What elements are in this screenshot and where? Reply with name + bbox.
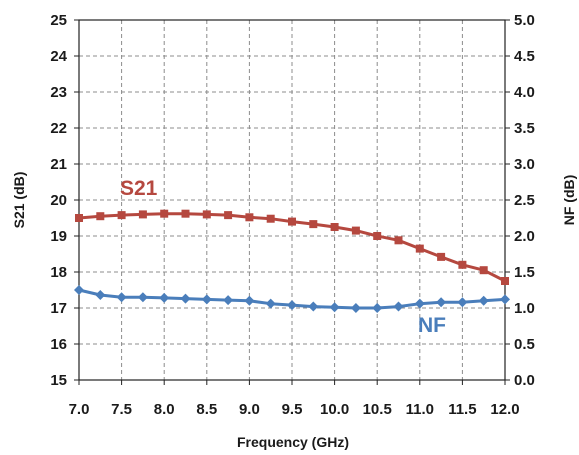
y-left-tick-label: 20 — [50, 192, 67, 209]
data-point-nf — [74, 285, 84, 295]
data-point-s21 — [309, 220, 318, 229]
y-left-tick-label: 16 — [50, 336, 67, 353]
data-point-s21 — [202, 210, 211, 219]
data-point-nf — [500, 294, 510, 305]
y-right-tick-label: 1.0 — [514, 300, 535, 317]
data-point-nf — [265, 298, 276, 309]
data-point-s21 — [394, 236, 403, 245]
data-point-nf — [180, 293, 191, 304]
y-left-tick-label: 17 — [50, 300, 67, 317]
x-tick-label: 10.5 — [363, 401, 392, 418]
data-point-nf — [436, 297, 447, 308]
y-axis-left-label: S21 (dB) — [11, 172, 27, 229]
data-point-nf — [95, 290, 106, 301]
x-tick-label: 11.5 — [448, 401, 476, 418]
data-point-nf — [159, 292, 170, 303]
x-tick-label: 8.5 — [196, 401, 217, 418]
data-point-s21 — [266, 214, 275, 223]
series-label-s21: S21 — [120, 177, 158, 200]
data-point-s21 — [351, 226, 360, 235]
data-point-nf — [223, 295, 234, 306]
plot-area — [74, 209, 510, 313]
data-point-s21 — [373, 232, 382, 240]
data-point-s21 — [75, 214, 83, 222]
y-right-tick-label: 4.5 — [514, 48, 535, 65]
y-left-tick-label: 21 — [50, 156, 67, 173]
y-left-tick-label: 18 — [50, 264, 67, 281]
data-point-nf — [457, 297, 468, 308]
series-label-nf: NF — [418, 314, 446, 337]
data-point-s21 — [458, 260, 467, 269]
y-left-tick-label: 24 — [50, 48, 67, 65]
data-point-s21 — [160, 209, 169, 218]
data-point-s21 — [138, 210, 147, 219]
x-tick-label: 10.0 — [320, 401, 349, 418]
data-point-nf — [137, 292, 148, 303]
data-point-s21 — [288, 217, 296, 226]
data-point-s21 — [437, 252, 446, 261]
x-tick-label: 9.0 — [239, 401, 260, 418]
y-right-tick-label: 4.0 — [514, 84, 535, 101]
x-tick-label: 8.0 — [154, 401, 175, 418]
x-tick-label: 11.0 — [406, 401, 434, 418]
y-axis-right-label: NF (dB) — [561, 175, 577, 226]
data-point-s21 — [117, 211, 126, 220]
y-right-tick-label: 0.0 — [514, 372, 535, 389]
data-point-nf — [329, 302, 340, 313]
y-right-tick-label: 3.5 — [514, 120, 535, 137]
data-point-s21 — [479, 266, 488, 275]
y-left-tick-label: 15 — [50, 372, 67, 389]
y-left-tick-label: 22 — [50, 120, 67, 137]
x-axis-label: Frequency (GHz) — [237, 434, 349, 450]
y-right-tick-label: 2.0 — [514, 228, 535, 245]
y-right-tick-label: 3.0 — [514, 156, 535, 173]
data-point-s21 — [224, 211, 233, 220]
x-tick-label: 7.0 — [69, 401, 90, 418]
data-point-s21 — [181, 209, 190, 218]
data-point-s21 — [415, 244, 424, 253]
data-point-s21 — [245, 213, 254, 222]
data-point-nf — [201, 294, 212, 305]
x-tick-label: 9.5 — [282, 401, 303, 418]
y-right-tick-label: 5.0 — [514, 12, 535, 29]
data-point-nf — [414, 298, 425, 309]
x-tick-label: 12.0 — [490, 401, 519, 418]
data-point-s21 — [501, 277, 509, 285]
data-point-nf — [244, 295, 255, 306]
data-point-nf — [393, 301, 404, 312]
data-point-nf — [308, 301, 319, 312]
data-point-nf — [350, 303, 361, 313]
y-right-tick-label: 1.5 — [514, 264, 535, 281]
data-point-s21 — [96, 212, 105, 221]
y-left-tick-label: 19 — [50, 228, 67, 245]
axes — [74, 19, 510, 385]
data-point-nf — [478, 295, 489, 306]
data-point-s21 — [330, 223, 339, 231]
y-left-tick-label: 23 — [50, 84, 67, 101]
y-right-tick-label: 0.5 — [514, 336, 535, 353]
data-point-nf — [372, 303, 383, 313]
data-point-nf — [116, 292, 127, 303]
x-tick-label: 7.5 — [111, 401, 132, 418]
plot-frame — [78, 19, 506, 381]
tick-labels: 15 16 17 18 19 20 21 22 23 24 25 0.0 0.5 1.0 1.5 2.0 2.5… — [50, 12, 535, 418]
y-right-tick-label: 2.5 — [514, 192, 535, 209]
y-left-tick-label: 25 — [50, 12, 67, 29]
data-point-nf — [287, 300, 297, 311]
